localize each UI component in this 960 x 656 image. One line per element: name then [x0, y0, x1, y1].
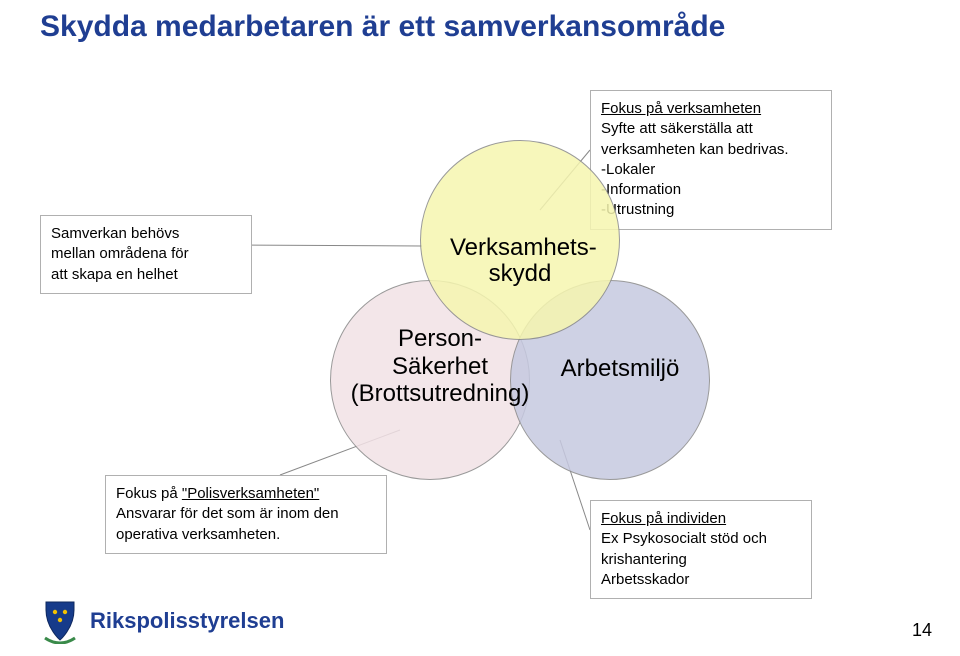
venn-label-arbetsmiljo: Arbetsmiljö [540, 355, 700, 383]
callout-heading: Fokus på individen [601, 509, 801, 529]
emblem-icon [40, 598, 80, 644]
callout-heading: Fokus på "Polisverksamheten" [116, 484, 376, 504]
text-line: Ex Psykosocialt stöd och [601, 529, 801, 549]
venn-diagram: Verksamhets- skydd Person- Säkerhet (Bro… [320, 140, 720, 520]
callout-polisverksamheten: Fokus på "Polisverksamheten" Ansvarar fö… [105, 475, 387, 554]
page-number: 14 [912, 620, 932, 641]
text-line: Ansvarar för det som är inom den [116, 504, 376, 524]
slide-title: Skydda medarbetaren är ett samverkansomr… [40, 10, 725, 44]
text-line: mellan områdena för [51, 244, 241, 264]
venn-label-verksamhetsskydd: Verksamhets- skydd [450, 235, 590, 288]
text-line: att skapa en helhet [51, 265, 241, 285]
venn-label-person-sakerhet: Person- Säkerhet (Brottsutredning) [340, 325, 540, 408]
callout-individen: Fokus på individen Ex Psykosocialt stöd … [590, 500, 812, 599]
text-line: Syfte att säkerställa att [601, 119, 821, 139]
callout-heading: Fokus på verksamheten [601, 99, 821, 119]
callout-samverkan: Samverkan behövs mellan områdena för att… [40, 215, 252, 294]
text-line: Arbetsskador [601, 570, 801, 590]
text-line: Samverkan behövs [51, 224, 241, 244]
text-line: operativa verksamheten. [116, 525, 376, 545]
footer: Rikspolisstyrelsen [40, 598, 284, 644]
org-name: Rikspolisstyrelsen [90, 608, 284, 634]
text-line: krishantering [601, 550, 801, 570]
